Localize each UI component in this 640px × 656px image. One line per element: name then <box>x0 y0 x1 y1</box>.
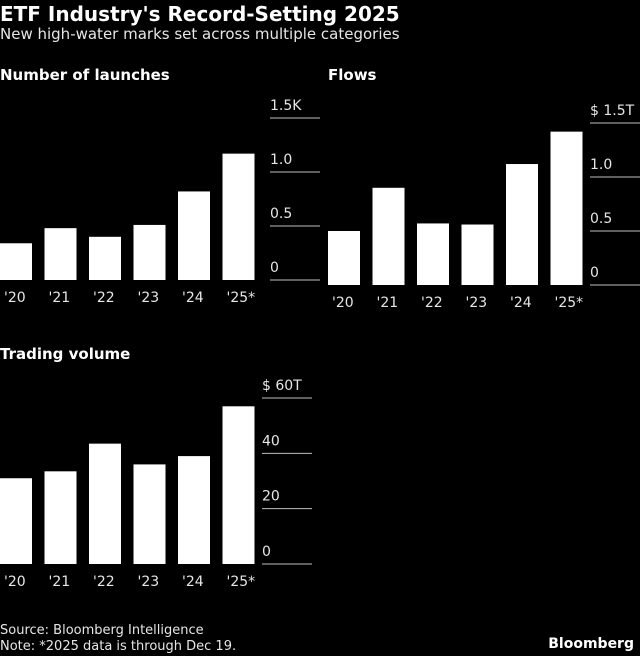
y-tick-label: 0.5 <box>270 206 292 222</box>
x-tick-label: '23 <box>466 295 488 311</box>
y-tick-label: 0 <box>270 260 279 276</box>
y-tick-label: 1.0 <box>590 157 612 173</box>
x-tick-label: '23 <box>138 290 160 306</box>
bar <box>178 456 210 564</box>
x-tick-label: '24 <box>510 295 532 311</box>
volume-chart: 0 20 40 $ 60T '20 '21 '22 '23 '24 '25* <box>0 378 312 590</box>
y-tick-label: 0 <box>262 544 271 560</box>
bar <box>44 471 77 564</box>
bar <box>461 224 494 285</box>
x-tick-label: '22 <box>93 574 115 590</box>
launches-chart: 0 0.5 1.0 1.5K '20 '21 '22 '23 '24 '25* <box>0 98 320 306</box>
x-tick-label: '25* <box>227 290 256 306</box>
y-tick-label: $ 1.5T <box>590 103 635 119</box>
y-tick-label: 20 <box>262 489 280 505</box>
bar <box>133 464 166 564</box>
x-tick-label: '22 <box>421 295 443 311</box>
launches-panel-title: Number of launches <box>0 66 170 84</box>
source-note: Source: Bloomberg Intelligence <box>0 623 204 638</box>
bar <box>372 187 405 285</box>
x-tick-label: '25* <box>227 574 256 590</box>
bar <box>89 443 121 564</box>
x-tick-label: '24 <box>182 290 204 306</box>
x-tick-label: '25* <box>555 295 584 311</box>
bloomberg-logo: Bloomberg <box>548 636 634 652</box>
x-tick-label: '21 <box>49 574 71 590</box>
flows-chart: 0 0.5 1.0 $ 1.5T '20 '21 '22 '23 '24 '25* <box>328 103 640 311</box>
x-tick-label: '21 <box>377 295 399 311</box>
x-tick-label: '20 <box>4 574 26 590</box>
bar <box>0 243 32 280</box>
bar <box>44 228 77 280</box>
y-tick-label: 0.5 <box>590 211 612 227</box>
y-tick-label: $ 60T <box>262 378 302 394</box>
x-tick-label: '24 <box>182 574 204 590</box>
bar <box>417 223 449 285</box>
bar <box>222 153 255 280</box>
bar <box>178 191 210 280</box>
y-tick-label: 1.0 <box>270 152 292 168</box>
x-tick-label: '20 <box>4 290 26 306</box>
bar <box>0 478 32 564</box>
volume-panel-title: Trading volume <box>0 345 131 363</box>
bar <box>550 131 583 285</box>
x-tick-label: '21 <box>49 290 71 306</box>
bar <box>506 164 538 285</box>
bar <box>89 236 121 280</box>
bar <box>328 231 360 285</box>
bar <box>222 406 255 564</box>
y-tick-label: 1.5K <box>270 98 302 114</box>
y-tick-label: 40 <box>262 433 280 449</box>
x-tick-label: '20 <box>332 295 354 311</box>
bar <box>133 224 166 280</box>
x-tick-label: '22 <box>93 290 115 306</box>
flows-panel-title: Flows <box>328 66 377 84</box>
y-tick-label: 0 <box>590 265 599 281</box>
x-tick-label: '23 <box>138 574 160 590</box>
chart-subtitle: New high-water marks set across multiple… <box>0 25 400 43</box>
chart-title: ETF Industry's Record-Setting 2025 <box>0 2 400 26</box>
data-note: Note: *2025 data is through Dec 19. <box>0 639 237 654</box>
